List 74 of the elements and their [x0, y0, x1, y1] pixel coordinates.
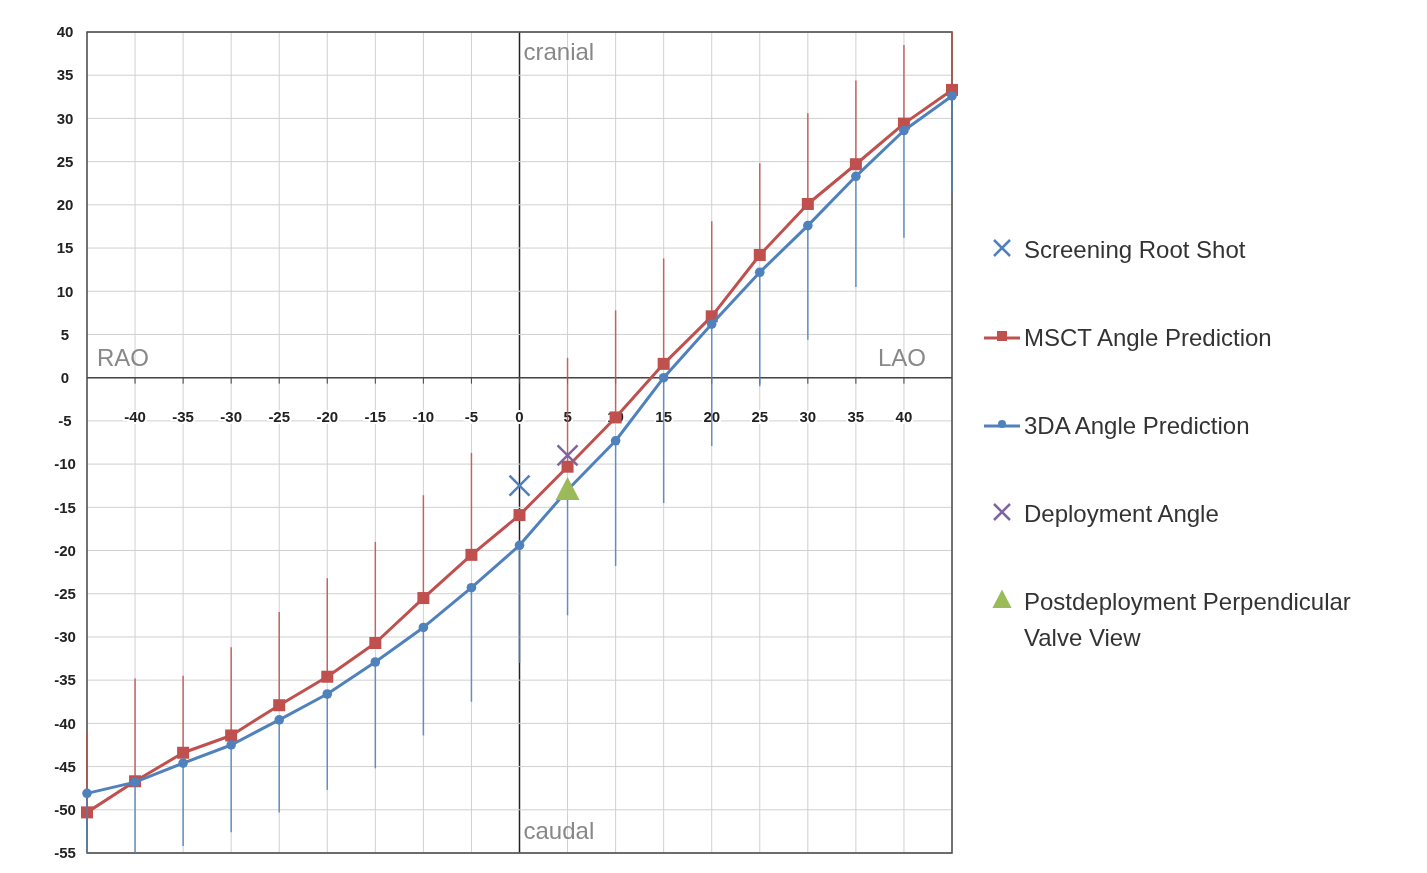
legend-label: 3DA Angle Prediction	[1024, 412, 1250, 440]
legend-label: Deployment Angle	[1024, 500, 1219, 528]
point	[225, 729, 238, 742]
y-tick-label: 40	[56, 23, 74, 41]
x-tick-label: -20	[316, 407, 339, 425]
x-tick-label: 35	[847, 407, 865, 425]
point	[899, 125, 909, 136]
y-tick-label: 5	[60, 325, 70, 343]
legend-label: Screening Root Shot	[1024, 236, 1246, 264]
x-tick-label: 0	[515, 407, 524, 425]
point	[465, 548, 478, 561]
point	[849, 158, 862, 171]
point	[658, 372, 669, 383]
legend-label: Postdeployment Perpendicular Valve View	[1024, 588, 1351, 652]
point	[556, 444, 579, 467]
y-tick-label: -40	[54, 714, 76, 732]
point	[610, 435, 621, 446]
point	[177, 746, 190, 759]
point	[178, 758, 188, 768]
y-tick-label: 25	[56, 152, 74, 170]
y-tick-label: 35	[56, 66, 74, 84]
point	[555, 477, 580, 501]
y-tick-label: -10	[54, 455, 76, 473]
y-tick-label: 20	[56, 196, 74, 214]
y-tick-label: 10	[56, 282, 74, 300]
point	[322, 689, 333, 699]
point	[803, 220, 813, 231]
annotation: RAO	[97, 344, 150, 372]
point	[514, 540, 525, 551]
point	[754, 267, 765, 278]
x-tick-label: -40	[124, 407, 146, 425]
legend-label: MSCT Angle Prediction	[1024, 324, 1272, 352]
x-tick-label: 30	[799, 407, 817, 425]
y-tick-label: -55	[54, 844, 76, 862]
point	[513, 509, 526, 522]
point	[801, 197, 814, 210]
x-tick-label: 40	[895, 407, 913, 425]
point	[508, 474, 531, 497]
y-tick-label: -25	[54, 584, 76, 602]
point	[274, 715, 285, 725]
point	[273, 699, 286, 712]
annotation: cranial	[523, 38, 595, 66]
point	[370, 657, 381, 667]
point	[466, 582, 477, 593]
y-tick-label: 0	[60, 368, 70, 386]
point	[418, 622, 429, 633]
point	[226, 740, 236, 750]
annotation: LAO	[877, 344, 926, 372]
x-tick-label: -25	[268, 407, 291, 425]
x-tick-label: -30	[220, 407, 243, 425]
y-tick-label: 30	[56, 109, 74, 127]
y-tick-label: -30	[54, 628, 76, 646]
y-tick-label: -45	[54, 757, 76, 775]
point	[561, 460, 574, 473]
annotation: caudal	[523, 817, 595, 845]
point	[706, 319, 717, 329]
point	[947, 91, 957, 101]
y-tick-label: -20	[54, 541, 76, 559]
point	[851, 171, 861, 182]
point	[753, 248, 766, 261]
point	[369, 637, 382, 649]
x-tick-label: -10	[412, 407, 435, 425]
y-tick-label: -50	[54, 801, 76, 819]
y-tick-label: 15	[56, 239, 74, 257]
point	[417, 592, 430, 605]
y-tick-label: -35	[54, 671, 76, 689]
x-tick-label: -5	[464, 407, 479, 425]
x-tick-label: -35	[172, 407, 194, 425]
x-tick-label: -15	[364, 407, 387, 425]
y-tick-label: -15	[54, 498, 76, 516]
point	[82, 788, 92, 799]
point	[321, 670, 334, 683]
point	[657, 357, 670, 370]
x-tick-label: 25	[751, 407, 769, 425]
